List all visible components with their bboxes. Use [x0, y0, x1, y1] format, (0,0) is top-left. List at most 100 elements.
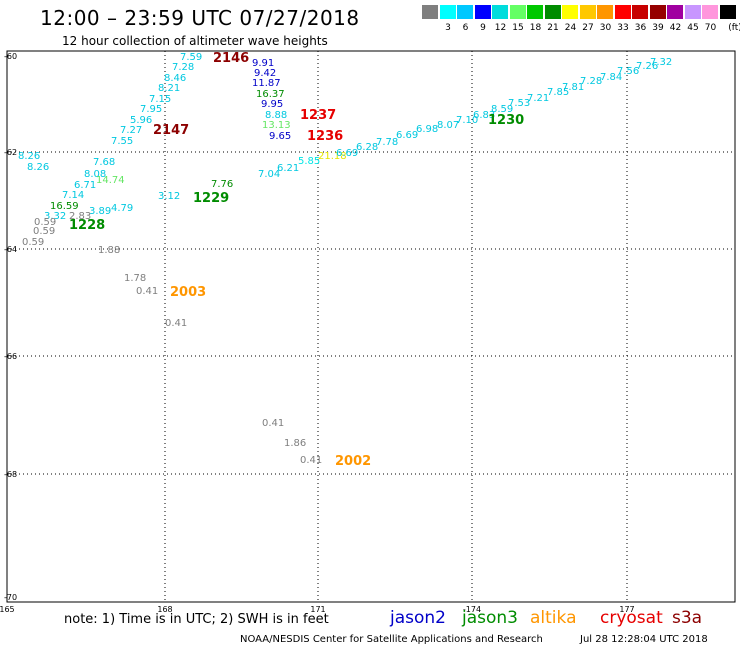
wave-height-value: 7.76: [211, 179, 233, 190]
pass-time-label: 2003: [170, 285, 206, 300]
wave-height-value: 3.32: [44, 211, 66, 222]
scale-label: 21: [547, 23, 559, 33]
credit-line: NOAA/NESDIS Center for Satellite Applica…: [240, 634, 543, 645]
lat-tick-label: -70: [4, 593, 17, 602]
generated-timestamp: Jul 28 12:28:04 UTC 2018: [580, 634, 708, 645]
wave-height-value: 0.41: [136, 286, 158, 297]
scale-label: 6: [462, 23, 469, 33]
wave-height-value: 0.41: [165, 318, 187, 329]
scale-swatch: [632, 5, 649, 19]
wave-height-value: 8.26: [18, 151, 40, 162]
wave-height-value: 0.41: [262, 418, 284, 429]
wave-height-value: 8.88: [265, 110, 287, 121]
wave-height-value: 0.59: [34, 217, 56, 228]
footnote: note: 1) Time is in UTC; 2) SWH is in fe…: [64, 612, 329, 627]
wave-height-value: 7.04: [258, 169, 280, 180]
pass-time-label: 1230: [488, 113, 524, 128]
scale-unit: (ft): [728, 23, 740, 33]
wave-height-value: 7.81: [562, 82, 584, 93]
wave-height-value: 7.78: [376, 137, 398, 148]
wave-height-value: 16.59: [50, 201, 79, 212]
pass-time-label: 2146: [213, 51, 249, 66]
lon-tick-label: 177: [619, 605, 634, 614]
wave-height-value: 9.91: [252, 58, 274, 69]
legend-s3a: s3a: [672, 608, 703, 628]
scale-label: 24: [564, 23, 577, 33]
wave-height-value: 6.28: [356, 142, 378, 153]
map-frame: [6, 50, 736, 603]
wave-height-value: 9.42: [254, 68, 276, 79]
wave-height-value: 7.21: [527, 93, 549, 104]
scale-swatch: [719, 5, 737, 19]
pass-time-label: 2002: [335, 454, 371, 469]
wave-height-value: 0.41: [300, 455, 322, 466]
scale-swatch: [702, 5, 719, 19]
wave-height-value: 0.59: [22, 237, 44, 248]
wave-height-value: 16.37: [256, 89, 285, 100]
scale-label: 42: [669, 23, 682, 33]
scale-swatch: [649, 5, 667, 19]
wave-height-value: 7.84: [600, 72, 622, 83]
wave-height-value: 8.07: [437, 120, 459, 131]
lat-tick-label: -64: [4, 245, 17, 254]
wave-height-value: 7.68: [93, 157, 115, 168]
scale-swatch: [579, 5, 597, 19]
scale-swatch: [474, 5, 492, 19]
wave-height-value: 7.95: [140, 104, 162, 115]
legend-altika: altika: [530, 608, 577, 628]
scale-swatch: [439, 5, 457, 19]
map-title: 12:00 – 23:59 UTC 07/27/2018: [40, 6, 360, 30]
axis-tick-labels: -60 -62 -64 -66 -68 -70 165 168 171 -174 177: [0, 52, 635, 614]
wave-height-value: 7.28: [580, 76, 602, 87]
wave-height-value: 0.59: [33, 226, 55, 237]
wave-height-values: 7.597.288.468.217.157.955.967.277.558.26…: [18, 52, 672, 466]
pass-time-label: 1228: [69, 218, 105, 233]
wave-height-value: 7.26: [636, 61, 658, 72]
pass-time-label: 1237: [300, 108, 336, 123]
wave-height-value: 7.56: [617, 66, 639, 77]
scale-swatch: [667, 5, 684, 19]
wave-height-value: 7.14: [62, 190, 84, 201]
wave-height-value: 6.71: [74, 180, 96, 191]
map-subtitle: 12 hour collection of altimeter wave hei…: [62, 34, 328, 48]
lat-tick-label: -66: [4, 352, 17, 361]
wave-height-value: 2.83: [69, 211, 91, 222]
scale-label: 36: [634, 23, 647, 33]
scale-swatch: [597, 5, 614, 19]
scale-label: 9: [480, 23, 486, 33]
wave-height-value: 8.46: [164, 73, 186, 84]
lon-tick-label: 168: [157, 605, 172, 614]
wave-height-value: 14.74: [96, 175, 125, 186]
wave-height-value: 6.21: [277, 163, 299, 174]
wave-height-value: 3.89: [89, 206, 111, 217]
pass-time-label: 2147: [153, 123, 189, 138]
wave-height-value: 7.32: [650, 57, 672, 68]
wave-height-value: 3.12: [158, 191, 180, 202]
scale-label: 12: [494, 23, 507, 33]
lat-tick-label: -60: [4, 52, 17, 61]
pass-time-label: 1229: [193, 191, 229, 206]
lat-tick-label: -62: [4, 148, 17, 157]
scale-swatch: [544, 5, 562, 19]
wave-height-value: 7.27: [120, 125, 142, 136]
wave-height-value: 6.98: [416, 124, 438, 135]
wave-height-value: 7.15: [149, 94, 171, 105]
legend-cryosat: cryosat: [600, 608, 663, 628]
scale-label: 39: [652, 23, 664, 33]
wave-height-value: 7.53: [508, 98, 530, 109]
scale-label: 3: [445, 23, 451, 33]
map-grid: [6, 50, 736, 603]
lat-tick-label: -68: [4, 470, 17, 479]
legend-jason2: jason2: [390, 608, 446, 628]
wave-height-value: 7.28: [172, 62, 194, 73]
wave-height-value: 5.96: [130, 115, 152, 126]
scale-label: 70: [704, 23, 717, 33]
wave-height-value: 7.85: [547, 87, 569, 98]
wave-height-value: 7.10: [456, 115, 478, 126]
wave-height-value: 6.69: [396, 130, 418, 141]
wave-height-value: 1.86: [284, 438, 306, 449]
wave-height-value: 8.08: [84, 169, 106, 180]
wave-height-value: 6.83: [473, 110, 495, 121]
lon-tick-label: -174: [463, 605, 481, 614]
